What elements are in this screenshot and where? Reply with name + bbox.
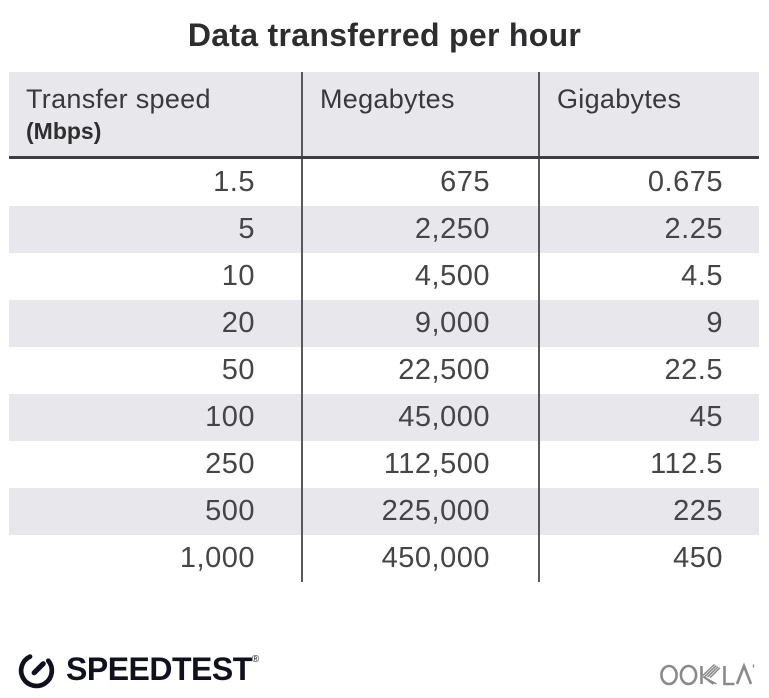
table-cell: 100 — [205, 401, 255, 433]
table-row: 1.5 675 0.675 — [9, 159, 759, 206]
table-cell: 450,000 — [301, 535, 538, 582]
speedtest-gauge-icon — [15, 648, 58, 691]
table-cell: 0.675 — [538, 159, 759, 206]
table-cell: 50 — [221, 354, 255, 386]
table-cell: 45,000 — [301, 394, 538, 441]
table-cell: 675 — [301, 159, 538, 206]
table-cell: 225,000 — [301, 488, 538, 535]
table-row: 10 4,500 4.5 — [9, 253, 759, 300]
table-row: 500 225,000 225 — [9, 488, 759, 535]
table-cell: 9 — [538, 300, 759, 347]
table-cell: 45 — [538, 394, 759, 441]
data-table: Transfer speed (Mbps) Megabytes Gigabyte… — [9, 72, 759, 582]
speedtest-logo: SPEEDTEST ® — [15, 648, 259, 691]
table-row: 250 112,500 112.5 — [9, 441, 759, 488]
table-cell: 4.5 — [538, 253, 759, 300]
table-row: 50 22,500 22.5 — [9, 347, 759, 394]
col-header-gigabytes: Gigabytes — [538, 72, 759, 156]
ookla-logo — [660, 659, 757, 689]
table-cell: 250 — [205, 448, 255, 480]
table-row: 100 45,000 45 — [9, 394, 759, 441]
table-cell: 9,000 — [301, 300, 538, 347]
table-cell: 4,500 — [301, 253, 538, 300]
table-cell: 1,000 — [179, 542, 255, 574]
table-cell: 225 — [538, 488, 759, 535]
table-cell: 2.25 — [538, 206, 759, 253]
table-body: 1.5 675 0.675 5 2,250 2.25 10 4,500 4.5 20 9,000 9 5… — [9, 159, 759, 582]
col-header-transfer-speed-label: Transfer speed — [26, 84, 211, 114]
table-cell: 112.5 — [538, 441, 759, 488]
speedtest-wordmark: SPEEDTEST — [66, 651, 252, 687]
table-cell: 22.5 — [538, 347, 759, 394]
table-cell: 2,250 — [301, 206, 538, 253]
table-cell: 450 — [538, 535, 759, 582]
table-cell: 1.5 — [213, 166, 255, 198]
table-cell: 22,500 — [301, 347, 538, 394]
registered-trademark-icon: ® — [251, 654, 260, 665]
table-cell: 112,500 — [301, 441, 538, 488]
table-header-row: Transfer speed (Mbps) Megabytes Gigabyte… — [9, 72, 759, 159]
col-header-megabytes-label: Megabytes — [320, 84, 455, 114]
col-header-megabytes: Megabytes — [301, 72, 538, 156]
table-cell: 5 — [238, 213, 255, 245]
table-row: 1,000 450,000 450 — [9, 535, 759, 582]
col-header-gigabytes-label: Gigabytes — [557, 84, 682, 114]
table-cell: 500 — [205, 495, 255, 527]
page-title: Data transferred per hour — [187, 17, 582, 53]
footer: SPEEDTEST ® — [0, 634, 769, 698]
table-row: 5 2,250 2.25 — [9, 206, 759, 253]
col-header-transfer-speed-unit: (Mbps) — [26, 118, 102, 144]
table-cell: 20 — [221, 307, 255, 339]
ookla-wordmark — [660, 659, 757, 689]
table-row: 20 9,000 9 — [9, 300, 759, 347]
table-cell: 10 — [221, 260, 255, 292]
col-header-transfer-speed: Transfer speed (Mbps) — [9, 72, 301, 156]
